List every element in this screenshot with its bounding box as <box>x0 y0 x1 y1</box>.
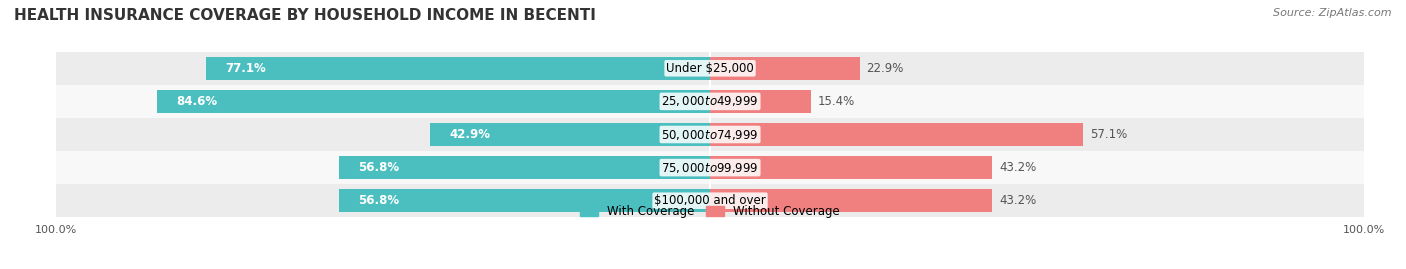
Bar <box>56 85 1364 118</box>
Text: $100,000 and over: $100,000 and over <box>654 194 766 207</box>
Text: 22.9%: 22.9% <box>866 62 904 75</box>
Text: 43.2%: 43.2% <box>1000 161 1036 174</box>
Bar <box>710 156 993 179</box>
Text: 56.8%: 56.8% <box>359 194 399 207</box>
Bar <box>205 57 710 80</box>
Text: 56.8%: 56.8% <box>359 161 399 174</box>
Bar <box>710 189 993 212</box>
Bar <box>339 189 710 212</box>
Text: 15.4%: 15.4% <box>817 95 855 108</box>
Text: 77.1%: 77.1% <box>225 62 266 75</box>
Bar <box>157 90 710 113</box>
Bar <box>56 52 1364 85</box>
Text: Under $25,000: Under $25,000 <box>666 62 754 75</box>
Text: 57.1%: 57.1% <box>1090 128 1128 141</box>
Legend: With Coverage, Without Coverage: With Coverage, Without Coverage <box>579 205 841 218</box>
Bar <box>430 123 710 146</box>
Bar <box>56 184 1364 217</box>
Bar <box>339 156 710 179</box>
Bar <box>56 118 1364 151</box>
Bar <box>710 90 811 113</box>
Text: $25,000 to $49,999: $25,000 to $49,999 <box>661 94 759 108</box>
Text: 84.6%: 84.6% <box>177 95 218 108</box>
Bar <box>710 57 859 80</box>
Text: 42.9%: 42.9% <box>449 128 491 141</box>
Text: 43.2%: 43.2% <box>1000 194 1036 207</box>
Text: $75,000 to $99,999: $75,000 to $99,999 <box>661 161 759 175</box>
Bar <box>710 123 1084 146</box>
Text: $50,000 to $74,999: $50,000 to $74,999 <box>661 128 759 141</box>
Text: Source: ZipAtlas.com: Source: ZipAtlas.com <box>1274 8 1392 18</box>
Bar <box>56 151 1364 184</box>
Text: HEALTH INSURANCE COVERAGE BY HOUSEHOLD INCOME IN BECENTI: HEALTH INSURANCE COVERAGE BY HOUSEHOLD I… <box>14 8 596 23</box>
